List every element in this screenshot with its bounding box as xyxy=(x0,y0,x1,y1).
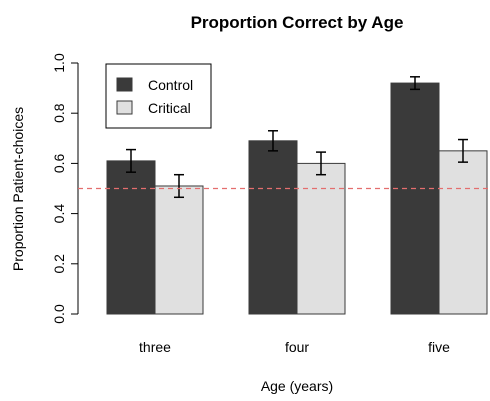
bar-critical-three xyxy=(154,185,204,315)
y-axis-label: Proportion Patient-choices xyxy=(10,107,26,271)
y-axis: 0.0 0.2 0.4 0.6 0.8 1.0 xyxy=(51,53,79,324)
x-axis-categories: three four five xyxy=(139,339,450,355)
legend-label-critical: Critical xyxy=(148,100,191,116)
bar-control-three xyxy=(106,160,156,315)
bar-control-four xyxy=(248,140,298,315)
bars-group xyxy=(106,82,488,315)
error-bars-group xyxy=(126,76,468,199)
bar-critical-five xyxy=(438,150,488,315)
legend-swatch-critical xyxy=(116,100,133,115)
x-tick-label-three: three xyxy=(139,339,171,355)
legend-box xyxy=(105,63,212,129)
y-tick-label: 0.4 xyxy=(51,204,67,224)
y-tick-label: 0.0 xyxy=(51,304,67,324)
y-tick-label: 1.0 xyxy=(51,53,67,73)
y-tick-label: 0.6 xyxy=(51,153,67,173)
x-tick-label-five: five xyxy=(428,339,450,355)
y-tick-label: 0.2 xyxy=(51,254,67,274)
y-tick-label: 0.8 xyxy=(51,103,67,123)
legend-label-control: Control xyxy=(148,77,193,93)
x-tick-label-four: four xyxy=(285,339,309,355)
x-axis-label: Age (years) xyxy=(261,378,333,394)
bar-critical-four xyxy=(296,162,346,315)
legend: Control Critical xyxy=(105,63,212,129)
chart-title: Proportion Correct by Age xyxy=(191,13,404,32)
bar-control-five xyxy=(390,82,440,315)
legend-swatch-control xyxy=(116,77,133,92)
